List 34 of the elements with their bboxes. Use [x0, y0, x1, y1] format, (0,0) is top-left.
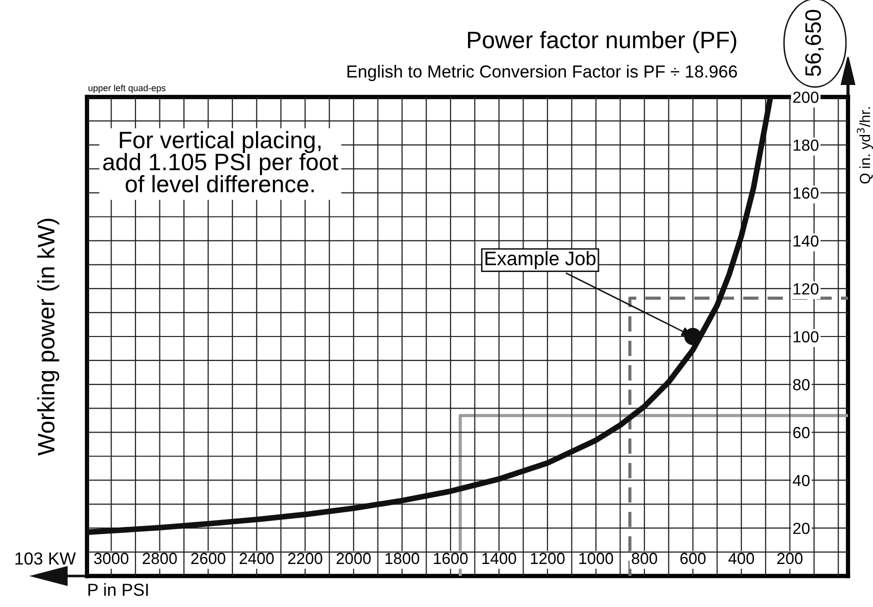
y-tick-label: 40	[792, 474, 810, 486]
x-tick-label: 3000	[94, 552, 128, 564]
y-tick-label: 140	[794, 235, 818, 247]
y-tick-label: 80	[793, 379, 810, 390]
x-tick-label: 2200	[288, 552, 322, 564]
chart-subtitle: English to Metric Conversion Factor is PF ÷ 18.966	[347, 64, 737, 82]
chart-title: Power factor number (PF)	[468, 30, 736, 53]
y-tick-label: 120	[794, 283, 818, 295]
y2-axis-title: Q in. yd$^{3}$/hr.	[856, 107, 873, 184]
x-tick-label: 2800	[142, 552, 177, 564]
text: upper left quad-eps	[88, 84, 166, 93]
x-tick-label: 2400	[240, 552, 274, 564]
x-tick-label: 1400	[482, 552, 516, 564]
y-tick-label: 180	[794, 140, 818, 151]
text: 103 KW	[15, 552, 76, 565]
x-tick-label: 800	[632, 552, 658, 564]
y-tick-label: 160	[794, 187, 818, 199]
y-tick-label: 20	[793, 522, 810, 534]
x-tick-label: 1600	[434, 552, 468, 564]
x-tick-label: 1200	[530, 552, 565, 564]
text: 56,650	[805, 10, 824, 76]
x-tick-label: 2000	[336, 552, 371, 564]
y-tick-label: 100	[794, 331, 818, 342]
x-tick-label: 1800	[386, 552, 420, 564]
annotation: For vertical placing, add 1.105 PSI per foot of level difference.	[103, 131, 338, 192]
x-tick-label: 1000	[579, 552, 614, 564]
x-axis-title: P in PSI	[88, 583, 148, 596]
y-tick-label: 200	[793, 92, 818, 103]
y-axis-title: Working power (in kW)	[37, 218, 60, 456]
annotation: Example Job	[486, 251, 596, 270]
x-tick-label: 400	[728, 552, 754, 564]
x-tick-label: 600	[680, 552, 706, 564]
y-tick-label: 60	[793, 426, 810, 438]
x-tick-label: 2600	[191, 552, 226, 564]
